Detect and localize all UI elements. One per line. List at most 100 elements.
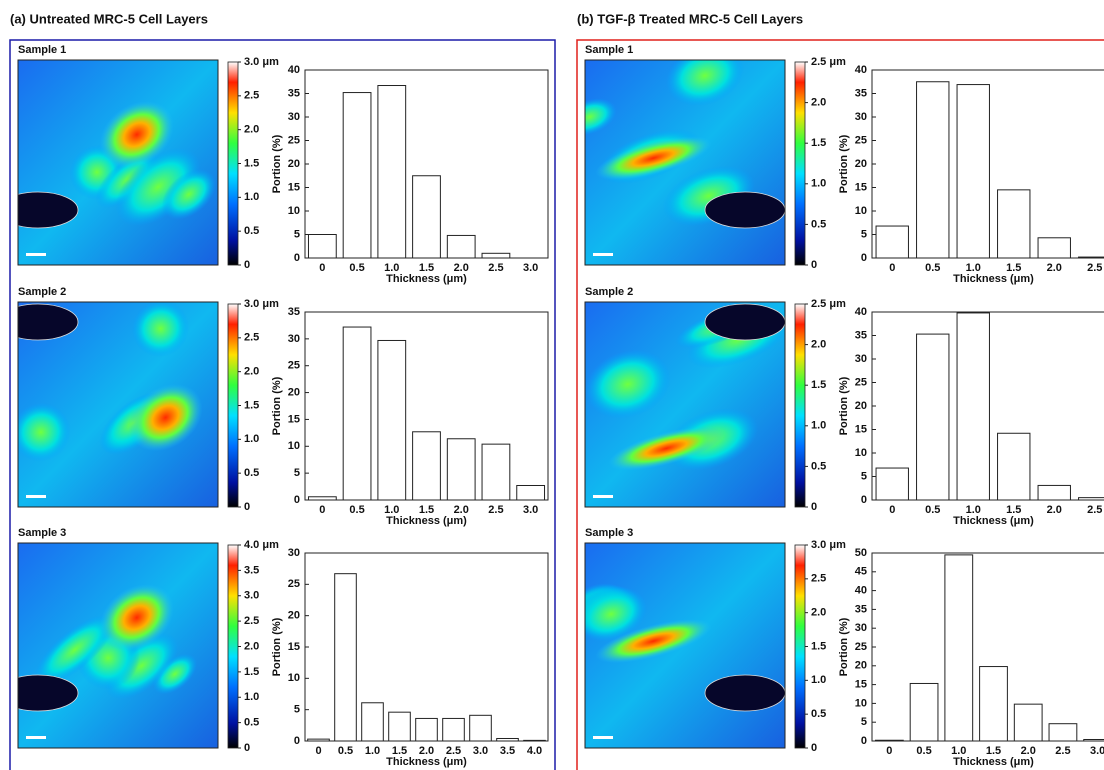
colorbar-tick-label: 0 (244, 259, 250, 271)
y-tick-label: 15 (855, 423, 867, 435)
x-tick-label: 2.5 (1087, 504, 1102, 516)
bar (1048, 723, 1078, 742)
x-tick-label: 2.0 (454, 504, 469, 516)
bar (481, 443, 511, 501)
scale-bar (593, 253, 613, 256)
map-blob (34, 614, 116, 686)
map-blob (132, 302, 190, 358)
x-tick-label: 2.5 (446, 745, 461, 757)
y-axis-label: Portion (%) (838, 134, 850, 193)
bar (307, 496, 337, 501)
height-map-content (585, 60, 785, 265)
bar (412, 431, 441, 501)
y-tick-label: 30 (288, 111, 300, 123)
bar (307, 234, 337, 259)
colorbar-tick-label: 0 (811, 259, 817, 271)
colorbar-tick-label: 2.5 (244, 90, 259, 102)
x-tick-label: 3.0 (523, 504, 538, 516)
colorbar-tick-label: 0.5 (811, 460, 826, 472)
y-tick-label: 40 (855, 64, 867, 76)
y-tick-label: 5 (861, 470, 867, 482)
colorbar-tick-label: 2.0 (244, 124, 259, 136)
height-map (584, 542, 786, 749)
scale-bar (26, 736, 46, 739)
sample-label: Sample 1 (585, 44, 633, 56)
x-tick-label: 1.0 (966, 262, 981, 274)
colorbar-tick-label: 2.5 μm (811, 56, 846, 68)
map-frame (17, 542, 219, 749)
bar (874, 739, 904, 742)
x-axis-label: Thickness (μm) (386, 756, 467, 768)
sample-label: Sample 3 (585, 527, 633, 539)
map-blob (18, 402, 71, 462)
bar (916, 333, 950, 501)
x-tick-label: 2.0 (1021, 745, 1036, 757)
y-tick-label: 0 (294, 252, 300, 264)
sample-label: Sample 1 (18, 44, 66, 56)
bar (446, 438, 476, 501)
x-tick-label: 0 (319, 504, 325, 516)
bar (516, 484, 546, 501)
y-tick-label: 30 (855, 353, 867, 365)
x-tick-label: 0.5 (349, 262, 364, 274)
panel-title: (b) TGF-β Treated MRC-5 Cell Layers (577, 11, 803, 26)
map-frame (17, 301, 219, 508)
x-tick-label: 1.0 (951, 745, 966, 757)
y-tick-label: 20 (855, 660, 867, 672)
y-tick-label: 40 (855, 585, 867, 597)
colorbar-tick-label: 2.5 (244, 332, 259, 344)
bar (1037, 237, 1071, 259)
map-blob (585, 349, 671, 419)
y-tick-label: 50 (855, 547, 867, 559)
y-tick-label: 5 (294, 228, 300, 240)
x-tick-label: 3.0 (473, 745, 488, 757)
bar (956, 84, 990, 259)
height-map (584, 59, 786, 266)
x-tick-label: 1.5 (986, 745, 1001, 757)
bar (956, 312, 990, 501)
colorbar-tick-label: 0 (811, 742, 817, 754)
x-tick-label: 2.0 (454, 262, 469, 274)
x-tick-label: 3.5 (500, 745, 515, 757)
y-tick-label: 15 (288, 181, 300, 193)
bar (442, 717, 465, 742)
y-tick-label: 25 (855, 376, 867, 388)
map-frame (584, 301, 786, 508)
bar (1078, 497, 1104, 501)
height-map (17, 301, 219, 508)
y-tick-label: 20 (288, 158, 300, 170)
colorbar-tick-label: 0.5 (811, 218, 826, 230)
x-tick-label: 2.5 (488, 504, 503, 516)
bar (342, 326, 372, 501)
bar (342, 92, 372, 259)
y-tick-label: 25 (855, 641, 867, 653)
y-tick-label: 25 (288, 134, 300, 146)
x-axis-label: Thickness (μm) (953, 515, 1034, 527)
colorbar-tick-label: 2.5 μm (811, 298, 846, 310)
colorbar-tick-label: 1.0 (244, 191, 259, 203)
colorbar-tick-label: 4.0 μm (244, 539, 279, 551)
height-map-content (585, 302, 785, 507)
colorbar (227, 303, 239, 508)
colorbar-tick-label: 0.5 (244, 467, 259, 479)
map-blob (585, 98, 617, 136)
x-tick-label: 3.0 (1090, 745, 1104, 757)
map-peak (99, 583, 174, 652)
bar (412, 175, 441, 259)
colorbar-tick-label: 2.5 (811, 573, 826, 585)
map-void (704, 674, 785, 712)
map-blob (161, 169, 216, 220)
colorbar-tick-label: 0.5 (244, 225, 259, 237)
x-tick-label: 0 (886, 745, 892, 757)
y-tick-label: 0 (861, 252, 867, 264)
y-tick-label: 10 (855, 447, 867, 459)
colorbar-tick-label: 0 (244, 501, 250, 513)
y-tick-label: 30 (288, 333, 300, 345)
y-tick-label: 25 (288, 360, 300, 372)
sample-label: Sample 2 (18, 286, 66, 298)
colorbar-tick-label: 1.5 (811, 137, 826, 149)
x-tick-label: 0 (889, 262, 895, 274)
y-tick-label: 0 (861, 735, 867, 747)
bar (979, 666, 1008, 742)
y-tick-label: 10 (288, 440, 300, 452)
